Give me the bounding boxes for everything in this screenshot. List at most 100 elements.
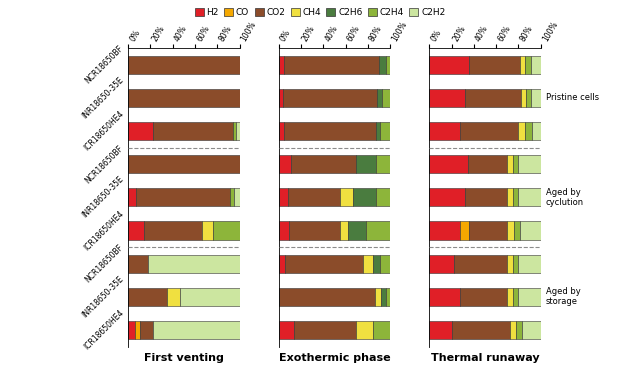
X-axis label: First venting: First venting — [144, 353, 224, 363]
Bar — [508, 254, 513, 273]
Bar — [374, 321, 390, 339]
Bar — [278, 89, 283, 107]
Bar — [520, 55, 525, 74]
Bar — [516, 321, 522, 339]
Bar — [513, 254, 518, 273]
Bar — [379, 55, 386, 74]
Bar — [128, 122, 152, 140]
Bar — [429, 321, 452, 339]
Bar — [429, 221, 460, 239]
Bar — [521, 89, 526, 107]
Bar — [465, 188, 508, 206]
Bar — [460, 221, 469, 239]
Bar — [278, 221, 289, 239]
Bar — [152, 122, 233, 140]
Bar — [508, 188, 513, 206]
Bar — [514, 221, 520, 239]
Bar — [376, 155, 390, 173]
Bar — [128, 188, 136, 206]
Bar — [128, 89, 239, 107]
Bar — [429, 155, 468, 173]
Bar — [148, 254, 239, 273]
Bar — [212, 221, 239, 239]
Bar — [452, 321, 509, 339]
Bar — [283, 89, 377, 107]
Bar — [230, 188, 234, 206]
Bar — [356, 321, 374, 339]
Bar — [376, 188, 390, 206]
Bar — [531, 89, 541, 107]
Bar — [518, 254, 541, 273]
Bar — [513, 155, 518, 173]
Bar — [376, 122, 380, 140]
Bar — [518, 188, 541, 206]
Bar — [460, 122, 518, 140]
Bar — [518, 155, 541, 173]
Bar — [278, 122, 284, 140]
Bar — [374, 254, 380, 273]
Bar — [469, 55, 520, 74]
Bar — [382, 89, 390, 107]
Bar — [284, 55, 379, 74]
Bar — [236, 122, 239, 140]
Bar — [526, 89, 531, 107]
Bar — [278, 155, 291, 173]
Bar — [167, 288, 180, 306]
Bar — [365, 221, 390, 239]
Bar — [520, 221, 541, 239]
Bar — [386, 288, 390, 306]
Bar — [429, 122, 460, 140]
Bar — [287, 188, 340, 206]
Bar — [348, 221, 365, 239]
Bar — [532, 122, 541, 140]
Bar — [278, 288, 374, 306]
Bar — [460, 288, 508, 306]
Bar — [152, 321, 239, 339]
Bar — [140, 321, 152, 339]
Bar — [340, 188, 353, 206]
Text: Aged by
storage: Aged by storage — [546, 287, 580, 306]
Bar — [374, 288, 381, 306]
Bar — [128, 155, 239, 173]
Bar — [429, 288, 460, 306]
Bar — [289, 221, 340, 239]
Bar — [508, 155, 513, 173]
Bar — [143, 221, 202, 239]
Bar — [380, 254, 390, 273]
Bar — [508, 288, 513, 306]
Bar — [429, 254, 454, 273]
Bar — [429, 89, 465, 107]
Text: Pristine cells: Pristine cells — [546, 93, 599, 102]
Bar — [531, 55, 541, 74]
Bar — [284, 122, 376, 140]
Bar — [294, 321, 356, 339]
Bar — [518, 288, 541, 306]
Bar — [468, 155, 508, 173]
Bar — [278, 254, 285, 273]
Bar — [381, 288, 386, 306]
Bar — [202, 221, 212, 239]
Bar — [128, 321, 134, 339]
Bar — [380, 122, 390, 140]
Bar — [454, 254, 508, 273]
Bar — [525, 122, 532, 140]
Bar — [291, 155, 356, 173]
Bar — [278, 321, 294, 339]
Bar — [353, 188, 376, 206]
Bar — [233, 122, 236, 140]
X-axis label: Thermal runaway: Thermal runaway — [431, 353, 540, 363]
Bar — [508, 221, 514, 239]
Bar — [429, 188, 465, 206]
Bar — [278, 188, 287, 206]
Bar — [128, 221, 143, 239]
Bar — [513, 188, 518, 206]
Bar — [364, 254, 374, 273]
Bar — [180, 288, 239, 306]
Bar — [465, 89, 521, 107]
Bar — [128, 254, 148, 273]
Bar — [509, 321, 516, 339]
Bar — [356, 155, 376, 173]
Bar — [469, 221, 508, 239]
Bar — [234, 188, 239, 206]
Bar — [134, 321, 140, 339]
